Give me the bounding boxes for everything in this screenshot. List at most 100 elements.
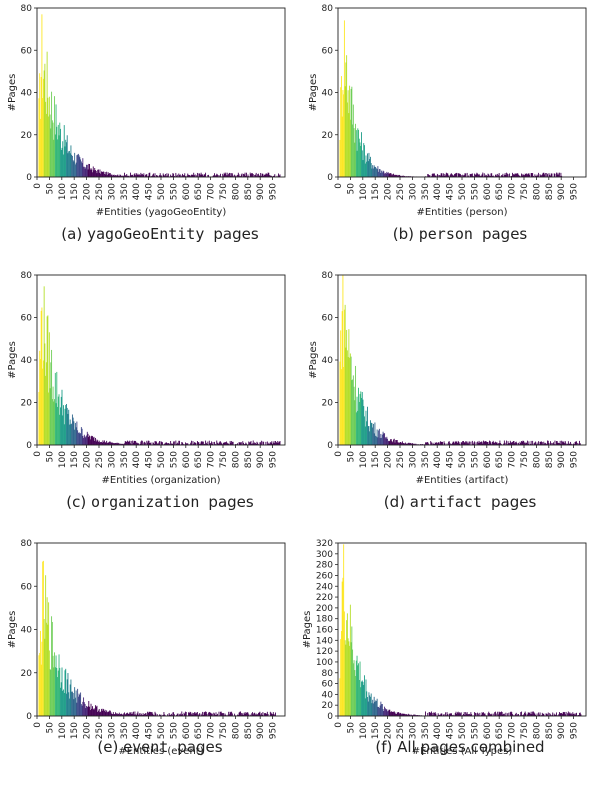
histogram-bar: [378, 171, 380, 177]
histogram-bar: [504, 173, 506, 177]
histogram-bar: [57, 396, 59, 445]
histogram-bar: [379, 438, 381, 445]
histogram-bar: [173, 441, 175, 445]
histogram-bar: [214, 713, 215, 716]
histogram-bar: [192, 714, 194, 716]
histogram-bar: [542, 714, 544, 716]
histogram-bar: [220, 711, 222, 716]
histogram-bar: [154, 441, 156, 445]
histogram-bar: [471, 714, 473, 716]
x-tick-label: 300: [107, 183, 117, 200]
histogram-bar: [217, 443, 219, 445]
histogram-bar: [576, 442, 578, 445]
histogram-bar: [188, 712, 189, 716]
histogram-bar: [538, 172, 540, 177]
histogram-bar: [427, 174, 429, 177]
x-tick-label: 450: [145, 722, 155, 739]
histogram-bar: [466, 712, 468, 716]
histogram-bar: [410, 714, 412, 716]
histogram-bar: [109, 441, 111, 445]
y-axis-label: #Pages: [308, 74, 319, 112]
histogram-bar: [109, 441, 111, 445]
histogram-bar: [147, 175, 149, 177]
histogram-bar: [518, 175, 520, 177]
histogram-bar: [551, 173, 553, 177]
histogram-bar: [365, 679, 367, 716]
histogram-bar: [91, 708, 93, 716]
histogram-bar: [438, 714, 440, 716]
histogram-bar: [393, 175, 395, 177]
histogram-bar: [512, 442, 513, 445]
histogram-bar: [399, 442, 400, 445]
histogram-bar: [238, 174, 240, 177]
histogram-bar: [367, 701, 369, 716]
x-tick-label: 800: [231, 722, 241, 739]
histogram-bar: [346, 102, 348, 177]
histogram-bar: [558, 174, 560, 177]
histogram-bar: [547, 440, 548, 445]
histogram-bar: [149, 711, 151, 716]
histogram-bar: [76, 702, 78, 716]
histogram-bar: [182, 442, 183, 445]
histogram-bar: [117, 174, 119, 177]
histogram-bar: [130, 175, 132, 177]
histogram-bar: [443, 714, 445, 716]
histogram-bar: [164, 714, 166, 716]
histogram-bar: [384, 706, 386, 716]
histogram-bar: [252, 174, 254, 177]
histogram-bar: [227, 175, 229, 177]
histogram-bar: [432, 173, 434, 177]
histogram-bar: [164, 173, 166, 177]
histogram-bar: [96, 173, 98, 177]
histogram-bar: [439, 175, 441, 177]
histogram-bar: [254, 174, 256, 177]
histogram-bar: [449, 714, 451, 716]
x-tick-label: 300: [107, 451, 117, 468]
histogram-bar: [447, 714, 449, 716]
histogram-bar: [345, 62, 347, 177]
histogram-bar: [494, 712, 496, 716]
histogram-bar: [256, 441, 258, 445]
histogram-bar: [364, 416, 365, 445]
x-tick-label: 150: [70, 183, 80, 200]
histogram-bar: [39, 359, 41, 445]
histogram-bar: [357, 410, 359, 445]
histogram-bar: [46, 316, 48, 445]
histogram-bar: [179, 714, 180, 716]
histogram-bar: [374, 701, 376, 716]
histogram-bar: [94, 708, 96, 716]
histogram-bar: [42, 560, 44, 716]
histogram-bar: [526, 173, 528, 177]
histogram-bar: [558, 443, 560, 445]
x-tick-label: 350: [120, 722, 130, 739]
histogram-bar: [537, 175, 539, 177]
chart-panel-6: 0204060801001201401601802002202402602803…: [302, 539, 587, 757]
histogram-bar: [518, 442, 519, 445]
histogram-bar: [479, 175, 481, 177]
histogram-bar: [51, 621, 53, 716]
histogram-bar: [129, 440, 131, 445]
histogram-bar: [263, 441, 265, 445]
histogram-bar: [560, 172, 562, 177]
histogram-bar: [249, 714, 251, 716]
histogram-bar: [254, 442, 256, 445]
histogram-bar: [268, 442, 270, 445]
histogram-bar: [118, 443, 120, 445]
histogram-bar: [390, 711, 392, 716]
histogram-bar: [161, 442, 163, 445]
x-tick-label: 650: [194, 183, 204, 200]
histogram-bar: [382, 709, 384, 716]
histogram-bar: [48, 332, 50, 445]
histogram-bar: [55, 403, 57, 445]
histogram-bar: [513, 714, 515, 716]
histogram-bar: [66, 407, 68, 445]
histogram-bar: [486, 442, 488, 445]
histogram-bar: [355, 130, 357, 177]
histogram-bar: [370, 163, 372, 177]
histogram-bar: [462, 441, 464, 445]
histogram-bar: [230, 712, 232, 716]
x-tick-label: 250: [396, 451, 406, 468]
histogram-bar: [361, 680, 363, 716]
y-tick-label: 40: [322, 690, 334, 700]
x-tick-label: 600: [483, 451, 493, 468]
